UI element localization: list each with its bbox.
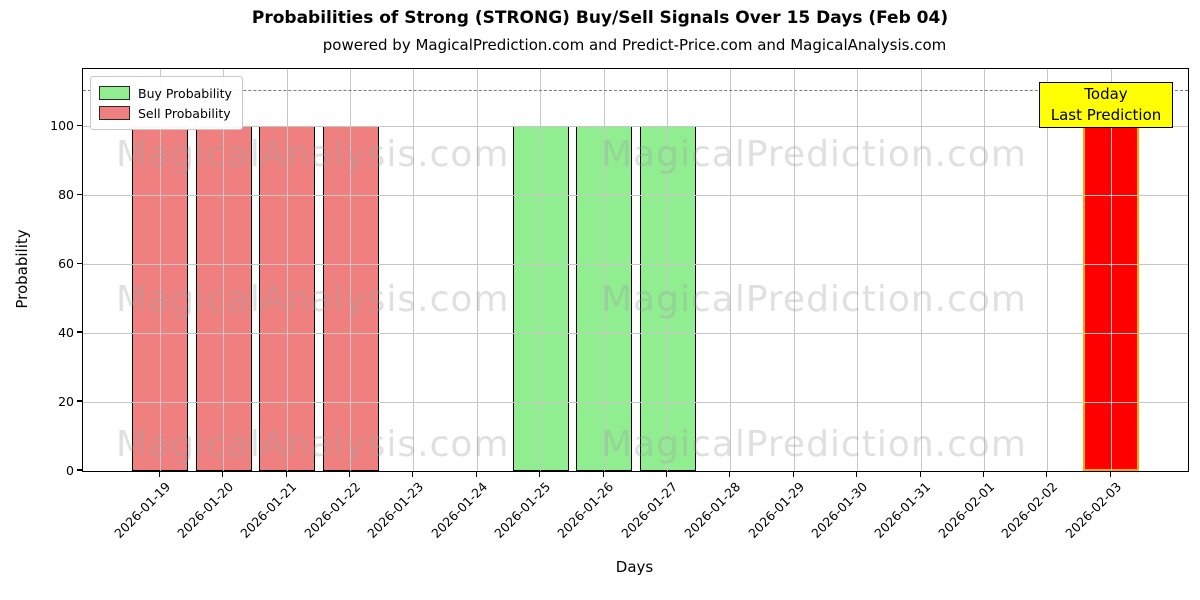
y-tick-mark [76, 124, 82, 126]
gridline-horizontal [83, 401, 1188, 403]
x-tick-label: 2026-01-24 [427, 479, 490, 541]
gridline-vertical [920, 69, 922, 471]
gridline-horizontal [83, 332, 1188, 334]
y-tick-mark [76, 262, 82, 264]
gridline-vertical [984, 69, 985, 471]
x-tick-label: 2026-01-30 [808, 479, 871, 541]
gridline-vertical [793, 69, 795, 471]
legend-item-label: Sell Probability [138, 105, 231, 121]
gridline-vertical [730, 69, 732, 471]
gridline-vertical [476, 69, 478, 471]
x-tick-mark [919, 471, 921, 477]
gridline-vertical [857, 69, 859, 471]
gridline-vertical [1110, 69, 1112, 471]
x-tick-mark [982, 471, 985, 477]
gridline-horizontal [83, 125, 1188, 127]
watermark-prediction: MagicalPrediction.com [601, 134, 1027, 175]
x-tick-mark [158, 471, 160, 477]
legend-item: Sell Probability [99, 103, 232, 123]
gridline-vertical [223, 69, 225, 471]
x-tick-label: 2026-02-01 [935, 479, 998, 541]
legend: Buy Probability Sell Probability [90, 76, 243, 130]
chart-title: Probabilities of Strong (STRONG) Buy/Sel… [251, 8, 949, 28]
gridline-vertical [286, 69, 288, 471]
x-tick-label: 2026-01-23 [364, 479, 427, 541]
y-tick-mark [76, 400, 82, 402]
plot-area: MagicalAnalysis.com MagicalPrediction.com… [82, 68, 1189, 472]
today-annotation: Today Last Prediction [1039, 82, 1173, 128]
x-tick-mark [602, 471, 604, 477]
y-tick-mark [76, 331, 82, 333]
y-axis-label: Probability [13, 229, 31, 309]
x-tick-label: 2026-02-03 [1061, 479, 1124, 541]
x-tick-label: 2026-01-29 [744, 479, 807, 541]
y-tick-label: 100 [50, 117, 74, 133]
y-tick-label: 60 [58, 255, 74, 271]
y-tick-label: 80 [58, 186, 74, 202]
chart-subtitle: powered by MagicalPrediction.com and Pre… [322, 36, 947, 54]
watermark-analysis: MagicalAnalysis.com [116, 279, 510, 320]
gridline-horizontal [83, 263, 1188, 265]
y-tick-label: 40 [58, 324, 74, 340]
sell-swatch-icon [99, 106, 130, 120]
x-tick-mark [285, 471, 287, 477]
y-tick-mark [76, 193, 82, 195]
gridline-vertical [413, 69, 415, 471]
gridline-vertical [1047, 69, 1049, 471]
x-tick-mark [856, 471, 858, 477]
x-tick-label: 2026-01-26 [554, 479, 617, 541]
watermark-analysis: MagicalAnalysis.com [116, 134, 510, 175]
legend-item: Buy Probability [99, 83, 232, 103]
x-tick-label: 2026-01-22 [301, 479, 364, 541]
gridline-vertical [603, 69, 605, 471]
x-tick-label: 2026-01-21 [237, 479, 300, 541]
x-tick-label: 2026-01-27 [618, 479, 681, 541]
x-tick-label: 2026-01-31 [871, 479, 934, 541]
y-tick-label: 20 [58, 393, 74, 409]
x-tick-mark [222, 471, 224, 477]
watermark-prediction: MagicalPrediction.com [601, 279, 1027, 320]
buy-swatch-icon [99, 86, 130, 100]
watermark-prediction: MagicalPrediction.com [601, 424, 1027, 465]
x-tick-mark [1109, 471, 1111, 477]
x-tick-mark [348, 471, 351, 477]
cutoff-dashed-line [83, 90, 1188, 92]
x-tick-mark [792, 471, 794, 477]
x-axis-label: Days [615, 558, 654, 576]
today-annotation-line2: Last Prediction [1050, 106, 1162, 124]
x-tick-label: 2026-01-28 [681, 479, 744, 541]
x-tick-label: 2026-02-02 [998, 479, 1061, 541]
gridline-vertical [350, 69, 351, 471]
gridline-vertical [540, 69, 542, 471]
watermark-analysis: MagicalAnalysis.com [116, 424, 510, 465]
gridline-vertical [667, 69, 668, 471]
x-tick-mark [665, 471, 668, 477]
gridline-horizontal [83, 194, 1188, 196]
x-tick-label: 2026-01-20 [174, 479, 237, 541]
legend-item-label: Buy Probability [138, 85, 232, 101]
x-tick-label: 2026-01-19 [110, 479, 173, 541]
today-annotation-line1: Today [1084, 85, 1128, 103]
x-tick-mark [539, 471, 541, 477]
x-tick-mark [1046, 471, 1048, 477]
gridline-vertical [159, 69, 161, 471]
y-tick-label: 0 [66, 462, 74, 478]
y-tick-mark [76, 469, 82, 471]
x-tick-label: 2026-01-25 [491, 479, 554, 541]
x-tick-mark [412, 471, 414, 477]
x-tick-mark [475, 471, 477, 477]
x-tick-mark [729, 471, 731, 477]
